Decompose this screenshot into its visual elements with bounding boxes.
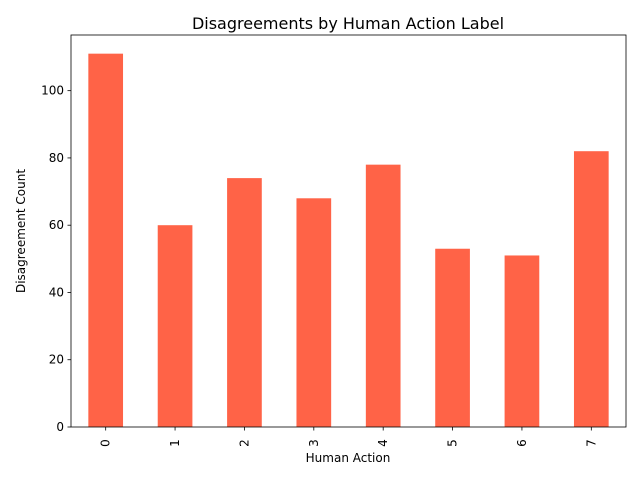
bars-group [88,53,609,428]
bar-2 [227,178,262,427]
y-tick-label: 80 [49,151,64,165]
y-tick-label: 40 [49,285,64,299]
x-tick-label: 3 [307,439,321,447]
x-tick-label: 1 [168,439,182,447]
chart-title: Disagreements by Human Action Label [192,14,504,33]
x-tick-label: 5 [446,439,460,447]
y-axis-label: Disagreement Count [14,169,28,293]
x-tick-label: 0 [99,439,113,447]
plot-frame [70,34,627,428]
bar-4 [365,164,401,427]
y-tick-label: 0 [56,420,64,434]
x-axis-label: Human Action [306,451,391,465]
bar-7 [573,151,609,427]
x-tick-label: 7 [584,439,598,447]
bar-5 [435,248,470,427]
y-tick-label: 20 [49,353,64,367]
y-axis: 0 20 40 60 80 100 [41,84,71,434]
bar-0 [88,53,124,428]
x-tick-label: 2 [237,439,251,447]
y-tick-label: 100 [41,84,64,98]
bar-3 [296,198,332,427]
y-tick-label: 60 [49,218,64,232]
bar-6 [504,255,540,427]
x-tick-label: 4 [376,439,390,447]
x-axis: 0 1 2 3 4 5 6 7 [99,427,598,447]
bar-1 [157,225,193,427]
x-tick-label: 6 [515,439,529,447]
